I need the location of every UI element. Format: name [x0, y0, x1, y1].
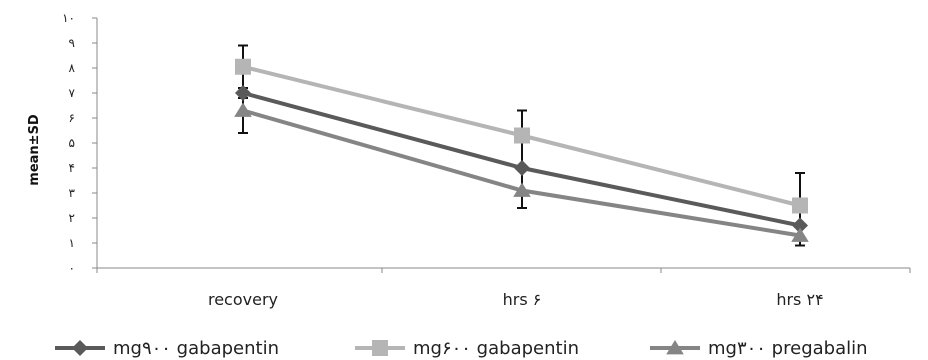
x-category-label: hrs ۲۴ — [776, 290, 823, 309]
data-point-square — [514, 127, 530, 144]
data-point-square — [235, 58, 251, 75]
y-tick-label: ۸ — [69, 61, 76, 75]
legend-label: mg۳۰۰ pregabalin — [708, 338, 868, 359]
y-tick-label: ۶ — [69, 111, 75, 125]
data-point-diamond — [792, 217, 808, 234]
y-tick-label: ۰ — [69, 261, 75, 275]
y-tick-label: ۳ — [69, 186, 76, 200]
chart-axes — [92, 17, 911, 273]
series-markers — [234, 58, 809, 242]
y-tick-label: ۲ — [69, 211, 75, 225]
data-point-square — [372, 340, 388, 356]
legend-item: mg۳۰۰ pregabalin — [650, 338, 868, 359]
legend-item: mg۹۰۰ gabapentin — [55, 338, 279, 359]
y-tick-label: ۱ — [69, 236, 75, 250]
data-point-triangle — [234, 102, 252, 117]
y-tick-label: ۹ — [69, 36, 75, 50]
y-tick-label: ۴ — [69, 161, 75, 175]
data-point-diamond — [235, 85, 251, 101]
data-point-triangle — [513, 182, 531, 197]
x-category-label: hrs ۶ — [503, 290, 542, 309]
data-point-square — [792, 197, 808, 214]
y-axis-label: mean±SD — [27, 114, 42, 186]
y-tick-label: ۵ — [69, 136, 75, 150]
y-tick-labels: ۰ ۱ ۲ ۳ ۴ ۵ ۶ ۷ ۸ ۹ ۱۰ — [62, 11, 75, 275]
x-category-labels: recovery hrs ۶ hrs ۲۴ — [208, 290, 824, 309]
legend-label: mg۹۰۰ gabapentin — [113, 338, 279, 359]
y-tick-label: ۱۰ — [62, 11, 75, 25]
data-point-diamond — [514, 160, 530, 176]
legend-label: mg۶۰۰ gabapentin — [413, 338, 579, 359]
data-point-triangle — [666, 340, 684, 355]
y-tick-label: ۷ — [69, 86, 76, 100]
legend-item: mg۶۰۰ gabapentin — [355, 338, 579, 359]
error-bars — [238, 44, 805, 247]
x-category-label: recovery — [208, 290, 278, 309]
data-point-diamond — [72, 340, 88, 356]
data-point-triangle — [791, 227, 809, 242]
legend: mg۹۰۰ gabapentin mg۶۰۰ gabapentin mg۳۰۰ pr… — [55, 338, 868, 359]
